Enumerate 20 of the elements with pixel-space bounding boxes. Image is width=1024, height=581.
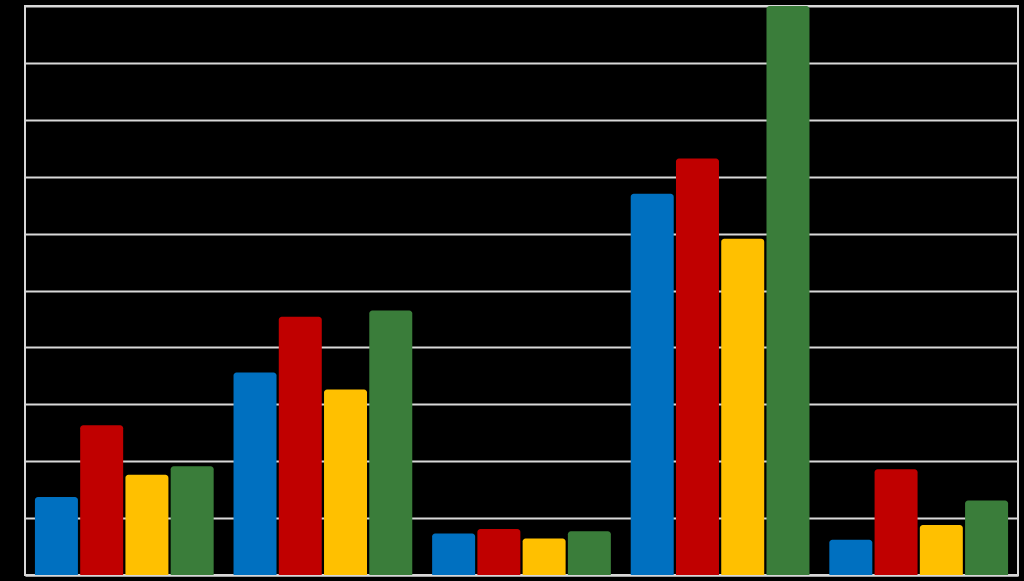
bar <box>432 533 476 575</box>
bar <box>278 316 322 575</box>
bar <box>34 497 78 575</box>
bar <box>170 466 214 575</box>
bar <box>477 528 521 575</box>
bar <box>630 193 674 575</box>
bar <box>369 310 413 575</box>
bar <box>829 539 873 575</box>
bar <box>324 389 368 575</box>
bar <box>675 158 719 575</box>
bar <box>965 500 1009 575</box>
bar <box>233 372 277 575</box>
bar <box>125 474 169 575</box>
bar <box>874 469 918 575</box>
bar <box>80 425 124 575</box>
bar <box>766 6 810 575</box>
bar <box>919 524 963 575</box>
bar <box>567 531 611 575</box>
bar <box>721 238 765 575</box>
bar <box>522 538 566 575</box>
